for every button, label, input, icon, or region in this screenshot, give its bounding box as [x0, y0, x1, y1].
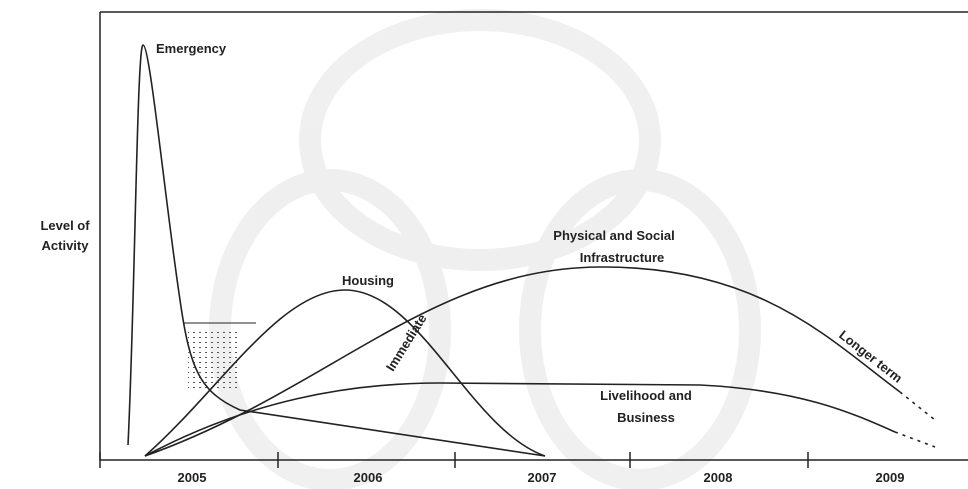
x-tick-label: 2006 [354, 470, 383, 485]
curve-label: Infrastructure [580, 250, 665, 265]
infrastructure-projection [900, 392, 935, 420]
curve-label: Physical and Social [553, 228, 674, 243]
annotation: Longer term [836, 327, 905, 386]
x-tick-label: 2007 [528, 470, 557, 485]
diagram: 2005 2006 2007 2008 2009 Level of Activi… [0, 0, 968, 489]
x-tick-label: 2009 [876, 470, 905, 485]
livelihood-projection [895, 432, 935, 447]
curve-label: Business [617, 410, 675, 425]
y-axis-label: Activity [42, 238, 90, 253]
y-axis-label: Level of [40, 218, 90, 233]
curve-label: Housing [342, 273, 394, 288]
x-tick-label: 2005 [178, 470, 207, 485]
x-tick-label: 2008 [704, 470, 733, 485]
overlap-shading [183, 323, 256, 388]
curve-label: Livelihood and [600, 388, 692, 403]
curve-label: Emergency [156, 41, 227, 56]
